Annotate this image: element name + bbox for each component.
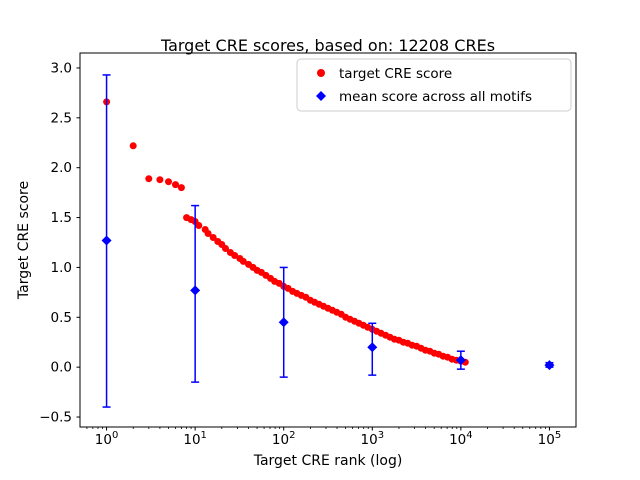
- red-data-point: [204, 230, 212, 237]
- legend-box: [296, 58, 572, 112]
- blue-diamond-point: [367, 342, 378, 353]
- x-tick-label: 103: [361, 430, 385, 448]
- red-data-point: [222, 245, 229, 252]
- legend-marker-diamond: [316, 91, 326, 101]
- x-tick-label: 105: [538, 430, 562, 448]
- legend: target CRE score mean score across all mo…: [296, 58, 572, 112]
- y-tick-label: 1.0: [51, 260, 72, 276]
- red-data-point: [156, 176, 164, 184]
- x-axis-label: Target CRE rank (log): [253, 453, 403, 469]
- y-tick-label: −0.5: [39, 410, 72, 426]
- x-tick-label: 104: [449, 430, 473, 448]
- blue-diamond-point: [278, 317, 289, 328]
- chart-title: Target CRE scores, based on: 12208 CREs: [160, 36, 496, 55]
- x-axis: 100 101 102 103 104 105: [86, 427, 562, 448]
- y-axis-label: Target CRE score: [16, 180, 32, 300]
- red-data-point: [195, 222, 203, 229]
- y-tick-label: 1.5: [51, 210, 72, 226]
- axes-frame: [79, 52, 577, 428]
- red-data-point: [165, 178, 172, 186]
- red-data-point: [145, 175, 153, 183]
- blue-diamond-point: [455, 355, 466, 366]
- red-data-point: [177, 184, 185, 192]
- y-tick-label: 3.0: [51, 60, 72, 76]
- x-tick-label: 100: [95, 430, 119, 448]
- blue-diamond-point: [544, 360, 555, 371]
- legend-label-mean-score: mean score across all motifs: [339, 89, 532, 105]
- series-target-cre-score: [103, 98, 469, 366]
- red-data-point: [239, 257, 247, 265]
- y-tick-label: 0.0: [51, 360, 72, 376]
- blue-diamond-point: [101, 235, 112, 246]
- x-tick-label: 102: [272, 430, 296, 448]
- red-data-point: [129, 142, 137, 150]
- red-data-point: [172, 181, 179, 189]
- y-tick-label: 0.5: [51, 310, 72, 326]
- red-data-point: [209, 234, 217, 241]
- x-tick-label: 101: [183, 430, 207, 448]
- legend-marker-circle: [317, 69, 325, 77]
- blue-diamond-point: [190, 285, 201, 296]
- y-tick-label: 2.0: [51, 160, 72, 176]
- legend-label-target-cre-score: target CRE score: [339, 66, 452, 82]
- y-axis: −0.5 0.0 0.5 1.0 1.5 2.0 2.5 3.0: [39, 60, 80, 426]
- series-mean-score: [101, 74, 555, 408]
- red-data-point: [231, 252, 239, 259]
- y-tick-label: 2.5: [51, 110, 72, 126]
